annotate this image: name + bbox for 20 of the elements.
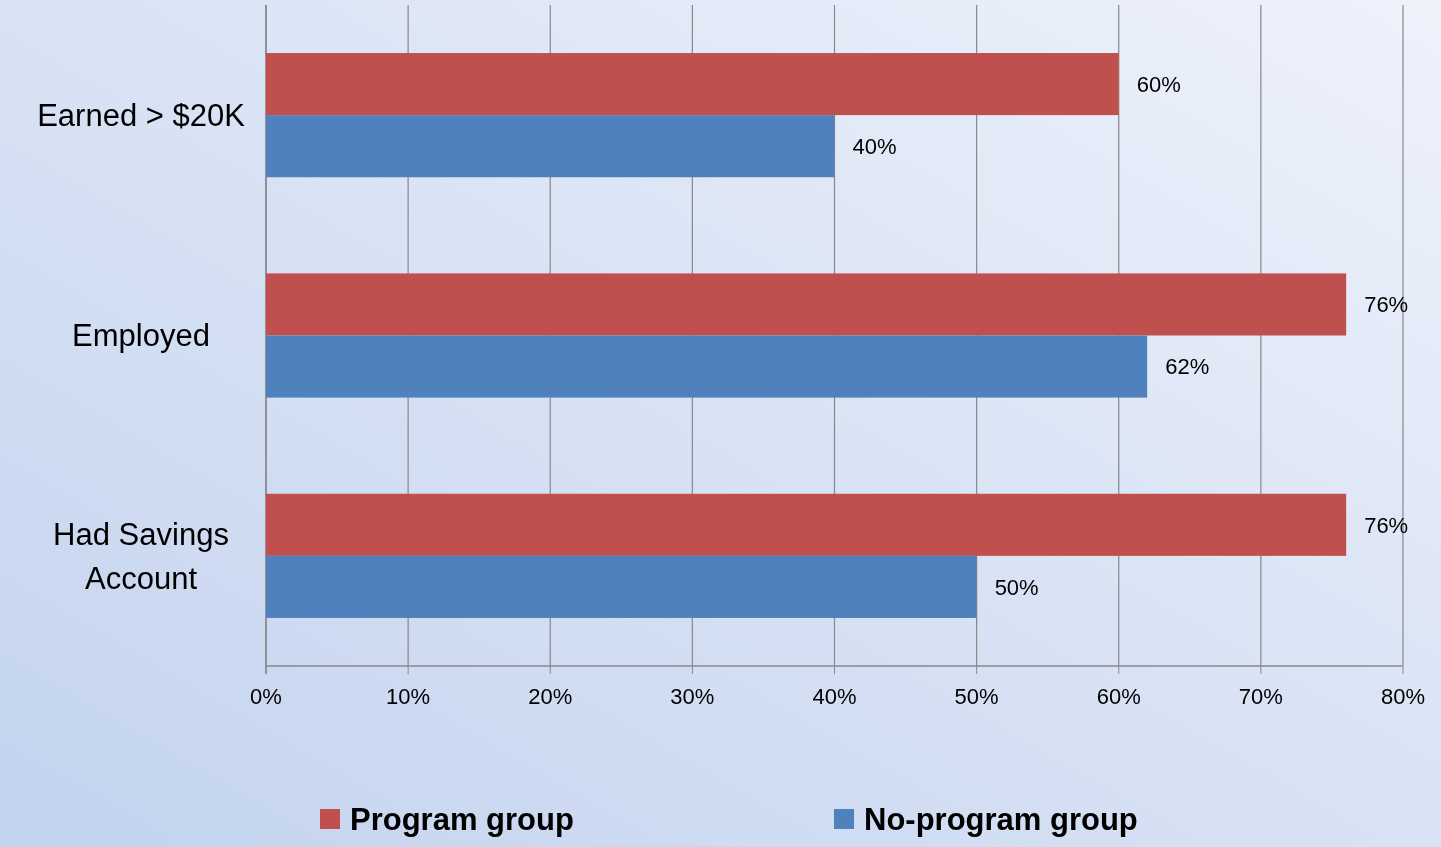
legend-label: Program group <box>350 801 574 837</box>
legend-label: No-program group <box>864 801 1138 837</box>
x-tick-label: 30% <box>670 684 715 709</box>
data-label: 50% <box>994 574 1039 600</box>
y-tick-label: Earned > $20K <box>37 97 246 133</box>
x-tick-label: 0% <box>250 684 282 709</box>
x-tick-label: 20% <box>528 684 573 709</box>
x-tick-label: 60% <box>1096 684 1141 709</box>
x-tick-label: 70% <box>1238 684 1283 709</box>
y-tick-label: Had Savings Account <box>53 516 229 596</box>
data-label: 76% <box>1364 512 1409 538</box>
y-tick-label: Employed <box>72 318 210 354</box>
data-label: 62% <box>1165 354 1210 380</box>
data-label: 60% <box>1136 71 1181 97</box>
x-tick-label: 40% <box>812 684 857 709</box>
x-tick-label: 50% <box>954 684 999 709</box>
x-tick-label: 80% <box>1380 684 1426 709</box>
data-label: 76% <box>1364 292 1409 318</box>
x-tick-label: 10% <box>386 684 431 709</box>
data-label: 40% <box>852 133 897 159</box>
